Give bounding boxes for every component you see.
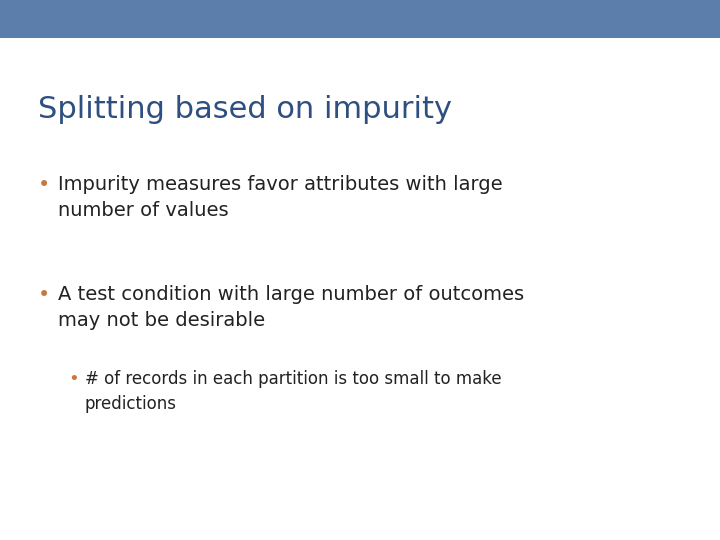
Text: Splitting based on impurity: Splitting based on impurity <box>38 95 452 124</box>
Bar <box>0 0 720 38</box>
Text: •: • <box>38 285 50 305</box>
Text: A test condition with large number of outcomes
may not be desirable: A test condition with large number of ou… <box>58 285 524 330</box>
Text: •: • <box>68 370 78 388</box>
Text: # of records in each partition is too small to make
predictions: # of records in each partition is too sm… <box>85 370 502 413</box>
Text: •: • <box>38 175 50 195</box>
Text: Impurity measures favor attributes with large
number of values: Impurity measures favor attributes with … <box>58 175 503 220</box>
